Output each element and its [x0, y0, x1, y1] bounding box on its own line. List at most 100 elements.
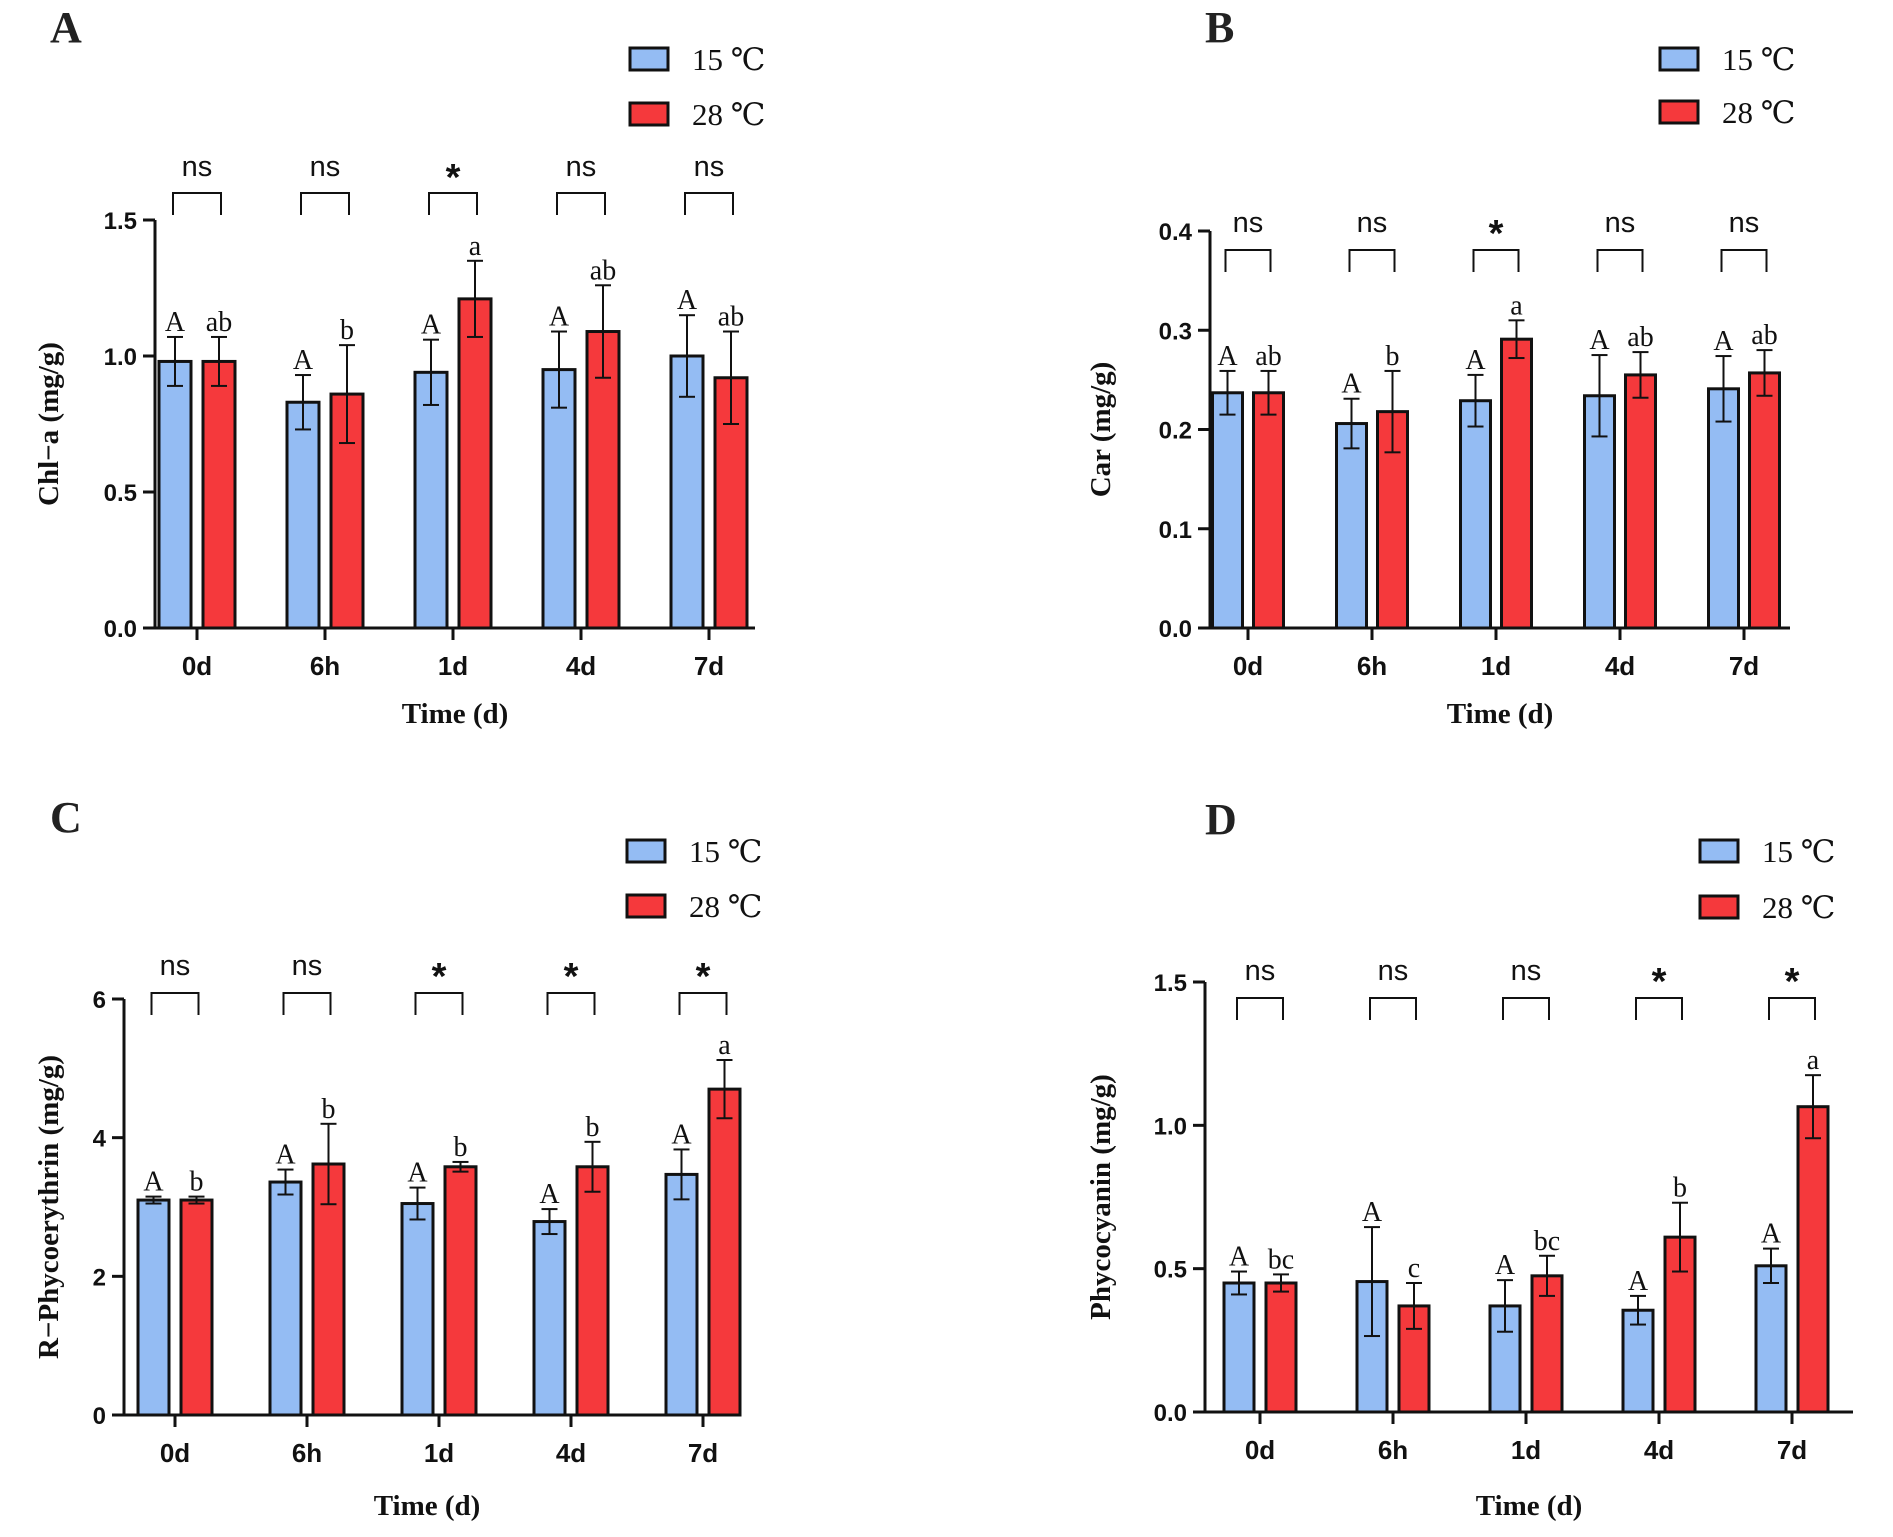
panel-letter: B	[1205, 3, 1234, 52]
x-tick-label: 7d	[1729, 651, 1759, 681]
significance-ns: ns	[694, 151, 725, 183]
bar-15c-1d	[400, 1202, 435, 1417]
x-axis-title: Time (d)	[402, 698, 509, 730]
x-tick-label: 4d	[566, 651, 596, 681]
significance-letter: b	[190, 1167, 204, 1198]
x-tick-label: 7d	[1777, 1435, 1807, 1465]
significance-letter: A	[421, 310, 442, 341]
significance-letter: A	[407, 1158, 428, 1189]
significance-bracket	[282, 992, 332, 1015]
significance-letter: a	[1510, 290, 1523, 321]
significance-ns: ns	[1357, 207, 1388, 239]
legend-swatch-28c	[625, 893, 667, 919]
y-tick-label: 0.4	[1159, 219, 1193, 246]
x-tick-label: 4d	[556, 1438, 586, 1468]
significance-ns: ns	[292, 950, 323, 982]
significance-letter: A	[539, 1179, 560, 1210]
significance-bracket	[1348, 249, 1396, 272]
legend: 15 ℃ 28 ℃	[628, 42, 765, 132]
x-tick-label: 1d	[438, 651, 468, 681]
x-tick-label: 0d	[1245, 1435, 1275, 1465]
x-tick-label: 1d	[424, 1438, 454, 1468]
significance-letter: A	[1217, 341, 1238, 372]
y-tick-label: 4	[93, 1126, 107, 1153]
bar-15c-7d	[1754, 1264, 1788, 1414]
x-tick-label: 0d	[182, 651, 212, 681]
y-tick-label: 0	[93, 1403, 106, 1430]
x-tick-label: 4d	[1605, 651, 1635, 681]
legend: 15 ℃ 28 ℃	[1698, 834, 1835, 925]
significance-letter: A	[165, 307, 186, 338]
legend-label: 15 ℃	[1722, 42, 1795, 77]
significance-letter: A	[1362, 1197, 1383, 1228]
panel-letter: C	[50, 793, 82, 842]
x-tick-label: 0d	[1233, 651, 1263, 681]
significance-star: *	[432, 956, 447, 998]
significance-bracket	[556, 192, 606, 215]
significance-bracket	[1224, 249, 1272, 272]
y-tick-label: 1.0	[104, 344, 137, 371]
chart-panel-a: A 15 ℃ 28 ℃ 0.0 0.5 1.0 1.5 A ab 0d ns Ab 6h ns Aa 1d * A…	[33, 3, 765, 730]
significance-letter: b	[454, 1132, 468, 1163]
x-tick-label: 6h	[310, 651, 340, 681]
x-axis-title: Time (d)	[1447, 698, 1554, 730]
x-tick-label: 4d	[1644, 1435, 1674, 1465]
significance-bracket	[300, 192, 350, 215]
bar-28c-6h	[329, 392, 365, 630]
significance-star: *	[1489, 213, 1504, 255]
bar-15c-4d	[541, 368, 577, 630]
significance-letter: A	[1341, 369, 1362, 400]
significance-letter: ab	[590, 255, 616, 286]
significance-letter: bc	[1268, 1244, 1294, 1275]
x-tick-label: 6h	[1357, 651, 1387, 681]
legend-swatch-15c	[1698, 838, 1740, 864]
significance-bracket	[1369, 997, 1417, 1020]
significance-letter: A	[1229, 1242, 1250, 1273]
significance-letter: A	[671, 1119, 692, 1150]
x-tick-label: 1d	[1511, 1435, 1541, 1465]
significance-bracket	[684, 192, 734, 215]
legend-label: 28 ℃	[689, 889, 762, 924]
significance-star: *	[1785, 961, 1800, 1003]
significance-star: *	[696, 956, 711, 998]
bar-28c-4d	[1624, 373, 1657, 630]
significance-letter: A	[1589, 325, 1610, 356]
significance-letter: bc	[1534, 1226, 1560, 1257]
significance-letter: A	[293, 345, 314, 376]
y-tick-label: 0.2	[1159, 418, 1192, 445]
significance-letter: A	[1495, 1250, 1516, 1281]
significance-ns: ns	[1378, 955, 1409, 987]
significance-star: *	[1652, 961, 1667, 1003]
significance-letter: A	[677, 285, 698, 316]
significance-letter: A	[549, 302, 570, 333]
significance-bracket	[172, 192, 222, 215]
significance-letter: b	[586, 1112, 600, 1143]
significance-bracket	[1635, 997, 1683, 1020]
significance-bracket	[428, 192, 478, 215]
significance-letter: b	[1673, 1173, 1687, 1204]
legend-swatch-28c	[1698, 894, 1740, 920]
y-tick-label: 1.0	[1154, 1113, 1187, 1140]
legend-swatch-28c	[1658, 99, 1700, 125]
y-axis-title: R−Phycoerythrin (mg/g)	[33, 1055, 65, 1359]
significance-ns: ns	[566, 151, 597, 183]
y-tick-label: 0.0	[1159, 616, 1192, 643]
bar-15c-6h	[285, 400, 321, 630]
significance-ns: ns	[1729, 207, 1760, 239]
bar-15c-0d	[1211, 391, 1244, 630]
bar-28c-0d	[179, 1198, 214, 1417]
y-axis-title: Phycocyanin (mg/g)	[1085, 1074, 1117, 1320]
significance-ns: ns	[1511, 955, 1542, 987]
significance-letter: A	[1465, 345, 1486, 376]
legend-label: 15 ℃	[689, 834, 762, 869]
x-tick-label: 7d	[694, 651, 724, 681]
y-tick-label: 0.5	[1154, 1257, 1187, 1284]
legend-label: 28 ℃	[692, 97, 765, 132]
y-tick-label: 6	[93, 987, 106, 1014]
legend: 15 ℃ 28 ℃	[625, 834, 762, 924]
bar-28c-1d	[457, 297, 493, 630]
bar-15c-4d	[1621, 1308, 1655, 1414]
bar-28c-1d	[1500, 337, 1533, 630]
significance-bracket	[414, 992, 464, 1015]
